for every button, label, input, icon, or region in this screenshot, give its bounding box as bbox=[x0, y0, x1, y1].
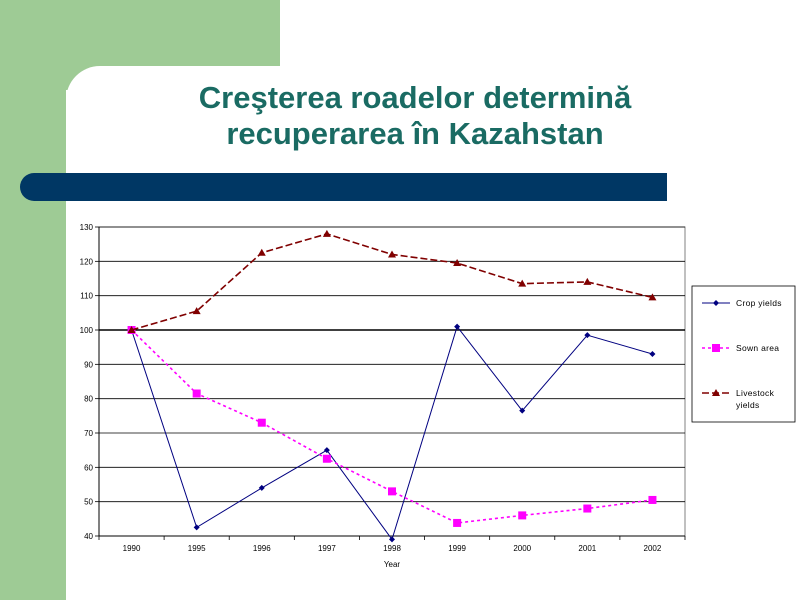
left-green-stripe bbox=[0, 0, 66, 600]
data-point bbox=[322, 229, 331, 237]
legend-label: yields bbox=[736, 400, 760, 410]
slide-title-line-2: recuperarea în Kazahstan bbox=[226, 116, 604, 151]
data-point bbox=[518, 279, 527, 287]
y-tick-label: 60 bbox=[84, 463, 93, 472]
series-line-1 bbox=[130, 329, 653, 524]
legend-marker bbox=[712, 344, 720, 352]
data-point bbox=[322, 454, 331, 463]
y-tick-label: 110 bbox=[80, 292, 93, 301]
y-tick-label: 90 bbox=[84, 360, 93, 369]
data-point bbox=[388, 487, 396, 496]
x-tick-label: 2001 bbox=[578, 544, 596, 553]
data-point bbox=[583, 504, 592, 513]
y-tick-label: 70 bbox=[84, 429, 93, 438]
data-point bbox=[323, 447, 330, 454]
legend-label: Crop yields bbox=[736, 298, 782, 308]
data-point bbox=[518, 511, 527, 520]
data-point bbox=[453, 259, 462, 267]
y-tick-label: 50 bbox=[84, 498, 93, 507]
y-tick-label: 120 bbox=[80, 257, 94, 266]
data-point bbox=[388, 250, 396, 258]
data-point bbox=[648, 495, 657, 504]
data-point bbox=[193, 524, 200, 531]
legend-marker bbox=[712, 389, 720, 396]
x-tick-label: 1998 bbox=[383, 544, 401, 553]
x-tick-label: 2002 bbox=[644, 544, 662, 553]
x-tick-label: 2000 bbox=[513, 544, 531, 553]
data-point bbox=[583, 277, 592, 285]
data-point bbox=[389, 536, 395, 543]
legend-box bbox=[691, 285, 796, 423]
data-point bbox=[454, 323, 461, 330]
x-tick-label: 1997 bbox=[318, 544, 336, 553]
x-axis-title: Year bbox=[384, 560, 401, 569]
data-point bbox=[192, 307, 201, 315]
data-point bbox=[257, 418, 266, 427]
y-tick-label: 100 bbox=[80, 326, 94, 335]
y-tick-label: 130 bbox=[80, 223, 94, 232]
data-point bbox=[584, 332, 591, 339]
y-tick-label: 40 bbox=[84, 532, 93, 541]
legend-label: Livestock bbox=[736, 388, 775, 398]
x-tick-label: 1999 bbox=[448, 544, 466, 553]
data-point bbox=[192, 389, 201, 398]
data-point bbox=[519, 407, 526, 414]
data-point bbox=[258, 484, 265, 491]
x-tick-label: 1990 bbox=[123, 544, 141, 553]
x-tick-label: 1996 bbox=[253, 544, 271, 553]
x-tick-label: 1995 bbox=[188, 544, 206, 553]
title-underline-bar bbox=[20, 173, 667, 201]
data-point bbox=[453, 518, 462, 527]
data-point bbox=[257, 248, 266, 256]
legend-marker bbox=[713, 300, 719, 306]
legend-label: Sown area bbox=[736, 343, 779, 353]
data-point bbox=[648, 293, 657, 301]
data-point bbox=[127, 326, 136, 333]
slide-title-line-1: Creşterea roadelor determină bbox=[198, 80, 632, 115]
data-point bbox=[649, 351, 656, 358]
slide-title: Creşterea roadelor determină recuperarea… bbox=[120, 80, 710, 152]
y-tick-label: 80 bbox=[84, 395, 93, 404]
